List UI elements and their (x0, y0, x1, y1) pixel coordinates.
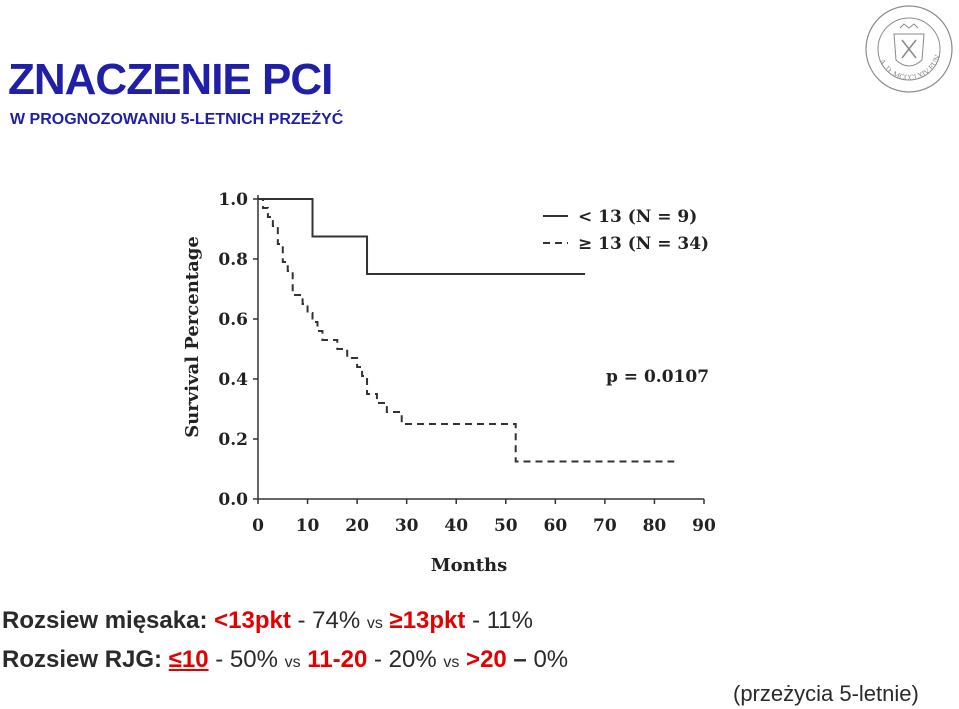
survival-chart: 0.0 0.2 0.4 0.6 0.8 1.0 0 10 20 30 40 50 60 70 80 90 Mon… (182, 190, 716, 576)
page-title: ZNACZENIE PCI (8, 55, 333, 104)
series-line-1 (258, 198, 586, 275)
x-axis-label: Months (431, 555, 508, 576)
vs-text: vs (284, 654, 301, 671)
summary-line-sarcoma: Rozsiew mięsaka: <13pkt - 74% vs ≥13pkt … (2, 609, 533, 633)
summary-line-rjg: Rozsiew RJG: ≤10 - 50% vs 11-20 - 20% vs… (2, 648, 568, 672)
seal-text: A. D. MCCCLXIV FUNDATA (864, 4, 942, 82)
rjg-value-high: 0% (533, 646, 569, 673)
x-tick-label: 80 (643, 516, 667, 536)
legend-label-2: ≥ 13 (N = 34) (578, 234, 709, 254)
legend-label-1: < 13 (N = 9) (578, 207, 697, 227)
series-line-2 (258, 198, 675, 463)
sarcoma-value-low: - 74% (290, 607, 367, 634)
sarcoma-group-low: <13pkt (214, 607, 291, 634)
x-tick-label: 20 (345, 516, 369, 536)
y-axis-label: Survival Percentage (182, 236, 203, 438)
y-tick-label: 0.0 (218, 490, 248, 510)
rjg-label: Rozsiew RJG: (2, 646, 163, 673)
y-tick-label: 0.8 (218, 250, 248, 270)
sarcoma-value-high: - 11% (465, 607, 533, 634)
x-tick-label: 50 (494, 516, 518, 536)
y-tick-label: 0.4 (218, 370, 248, 390)
rjg-group-high: >20 (466, 646, 507, 673)
page-subtitle: W PROGNOZOWANIU 5-LETNICH PRZEŻYĆ (10, 111, 344, 128)
x-tick-label: 40 (444, 516, 468, 536)
p-value-annotation: p = 0.0107 (606, 367, 709, 387)
x-tick-label: 60 (543, 516, 567, 536)
svg-text:A. D. MCCCLXIV FUNDATA: A. D. MCCCLXIV FUNDATA (864, 4, 942, 82)
x-tick-label: 30 (395, 516, 419, 536)
rjg-value-low: - 50% (208, 646, 285, 673)
y-tick-label: 0.2 (218, 430, 248, 450)
sarcoma-group-high: ≥13pkt (389, 607, 466, 634)
vs-text: vs (443, 654, 460, 671)
sarcoma-label: Rozsiew mięsaka: (2, 607, 208, 634)
survival-note: (przeżycia 5-letnie) (733, 681, 919, 706)
university-seal-icon: A. D. MCCCLXIV FUNDATA (864, 4, 953, 93)
rjg-dash: – (506, 646, 534, 673)
rjg-group-low: ≤10 (168, 646, 209, 673)
y-tick-label: 1.0 (218, 190, 248, 210)
vs-text: vs (366, 615, 383, 632)
x-tick-label: 0 (252, 516, 264, 536)
x-tick-label: 70 (593, 516, 617, 536)
rjg-value-mid: - 20% (367, 646, 444, 673)
x-tick-label: 10 (296, 516, 320, 536)
y-tick-label: 0.6 (218, 310, 248, 330)
rjg-group-mid: 11-20 (307, 646, 368, 673)
x-tick-label: 90 (692, 516, 716, 536)
